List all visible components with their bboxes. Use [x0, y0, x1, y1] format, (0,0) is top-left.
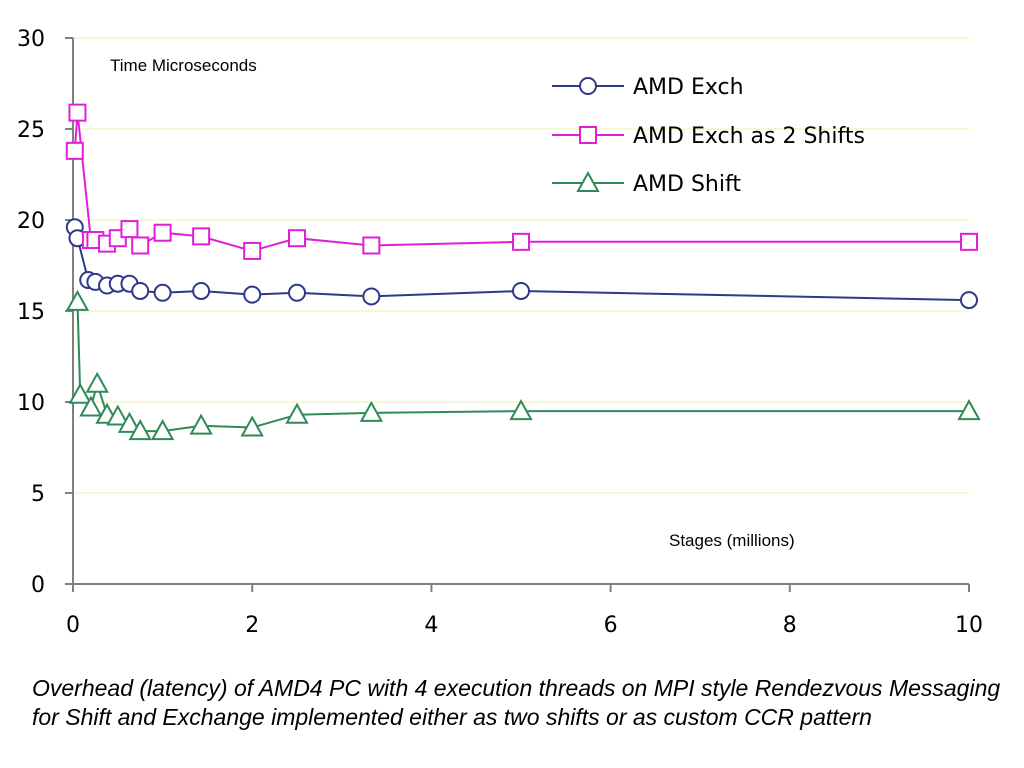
y-axis-label: Time Microseconds — [110, 56, 257, 75]
data-point-triangle — [150, 419, 175, 441]
data-point-triangle — [128, 419, 152, 441]
x-ticks: 0 2 4 6 8 10 — [66, 584, 983, 638]
x-tick-label: 6 — [604, 613, 618, 638]
data-point-triangle — [509, 399, 533, 421]
data-point-triangle — [285, 402, 309, 424]
data-point-triangle — [85, 371, 109, 393]
x-axis-label: Stages (millions) — [669, 531, 795, 550]
data-point-circle — [192, 281, 211, 300]
data-point-square — [68, 103, 87, 122]
data-point-square — [243, 241, 262, 260]
data-point-triangle — [117, 411, 142, 433]
data-point-circle — [960, 291, 978, 310]
data-point-triangle — [957, 399, 981, 421]
y-tick-label: 10 — [17, 391, 45, 416]
data-point-circle — [362, 287, 381, 306]
data-point-square — [131, 236, 150, 255]
figure-caption: Overhead (latency) of AMD4 PC with 4 exe… — [32, 675, 1001, 730]
data-point-square — [153, 223, 172, 242]
y-tick-label: 5 — [31, 482, 45, 507]
series-layer — [65, 103, 981, 441]
x-tick-label: 10 — [955, 613, 983, 638]
data-point-triangle — [65, 289, 90, 311]
data-point-square — [288, 229, 306, 248]
latency-chart: 0 5 10 15 20 25 30 0 2 4 6 8 10 Time Microseconds S… — [17, 27, 983, 638]
y-tick-label: 0 — [31, 573, 45, 598]
data-point-triangle — [79, 395, 103, 417]
data-point-square — [362, 236, 381, 255]
data-point-triangle — [359, 400, 384, 422]
gridlines — [73, 37, 969, 494]
x-tick-label: 8 — [783, 613, 797, 638]
data-point-triangle — [240, 415, 264, 437]
data-point-circle — [243, 285, 262, 304]
y-ticks: 0 5 10 15 20 25 30 — [17, 27, 73, 598]
x-tick-label: 2 — [245, 613, 259, 638]
legend-label: AMD Shift — [633, 172, 741, 197]
data-point-triangle — [106, 404, 130, 426]
legend-label: AMD Exch — [633, 75, 744, 100]
data-point-square — [579, 126, 597, 144]
data-point-square — [65, 141, 84, 160]
series-1 — [65, 103, 978, 260]
data-point-square — [512, 232, 530, 251]
data-point-square — [120, 220, 139, 239]
y-tick-label: 25 — [17, 118, 45, 143]
legend: AMD Exch AMD Exch as 2 Shifts AMD Shift — [552, 75, 865, 197]
data-point-square — [192, 227, 211, 246]
data-point-circle — [288, 283, 306, 302]
legend-label: AMD Exch as 2 Shifts — [633, 124, 865, 149]
data-point-triangle — [189, 413, 213, 435]
x-tick-label: 0 — [66, 613, 80, 638]
y-tick-label: 15 — [17, 300, 45, 325]
y-tick-label: 20 — [17, 209, 45, 234]
x-tick-label: 4 — [424, 613, 438, 638]
series-0 — [65, 218, 978, 310]
series-2 — [65, 289, 981, 441]
data-point-circle — [131, 281, 150, 300]
data-point-triangle — [68, 382, 92, 404]
y-tick-label: 30 — [17, 27, 45, 52]
data-point-circle — [512, 281, 530, 300]
data-point-circle — [153, 283, 172, 302]
data-point-square — [960, 232, 978, 251]
data-point-circle — [579, 77, 597, 95]
data-point-triangle — [576, 170, 600, 192]
